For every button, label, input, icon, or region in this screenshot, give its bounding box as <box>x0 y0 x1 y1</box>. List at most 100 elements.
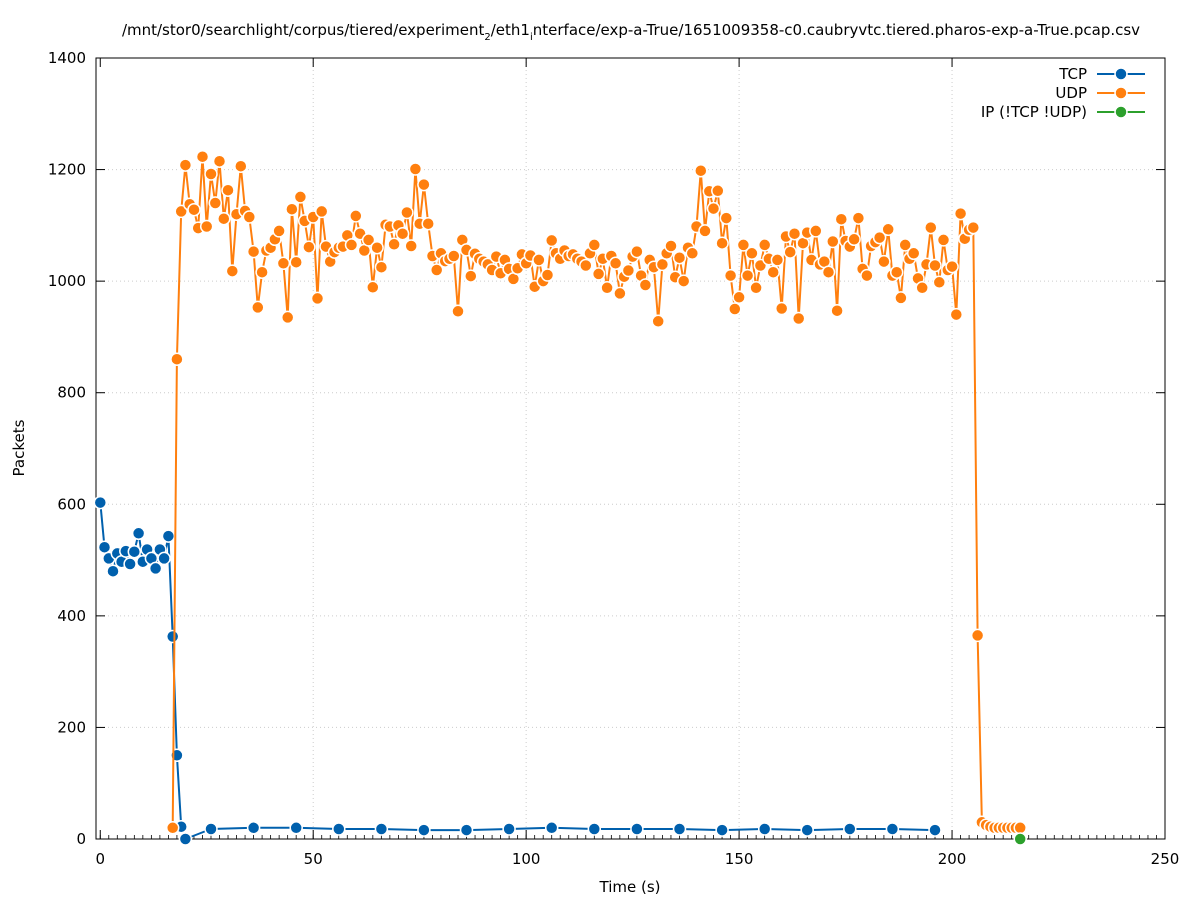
data-point <box>400 205 414 220</box>
data-point <box>204 822 218 836</box>
series-1 <box>165 149 1027 835</box>
data-point <box>349 209 363 223</box>
data-point <box>225 264 240 278</box>
data-point <box>289 255 303 269</box>
data-point <box>165 821 180 835</box>
data-point <box>715 236 729 250</box>
data-point <box>745 246 759 261</box>
y-tick-label: 1000 <box>48 272 86 290</box>
data-point <box>97 540 112 554</box>
data-point <box>544 233 559 248</box>
data-point <box>255 265 269 279</box>
data-point <box>630 244 644 259</box>
data-point <box>783 245 797 259</box>
data-point <box>221 183 235 197</box>
data-point <box>579 258 593 273</box>
data-point <box>208 196 223 210</box>
x-tick-label: 50 <box>304 850 323 868</box>
y-tick-label: 1400 <box>48 49 86 67</box>
series-2 <box>1013 832 1027 846</box>
data-point <box>732 290 746 305</box>
data-point <box>860 268 874 283</box>
data-point <box>421 216 435 231</box>
data-point <box>898 238 912 252</box>
data-point <box>621 263 636 278</box>
data-point <box>408 162 423 176</box>
data-point <box>749 281 763 295</box>
data-point <box>93 495 108 510</box>
data-point <box>928 258 942 273</box>
data-point <box>242 210 257 224</box>
data-point <box>174 204 188 219</box>
series-layer <box>93 149 1027 846</box>
axis-ticks: 0 200 400 600 800 1000 1200 1400 0 50 100 150 200 250 <box>48 49 1180 868</box>
data-point <box>706 201 721 216</box>
data-point <box>740 268 755 283</box>
data-point <box>809 224 823 238</box>
data-point <box>774 301 789 316</box>
data-point <box>787 226 802 241</box>
data-point <box>757 822 772 836</box>
data-point <box>344 238 359 252</box>
data-point <box>906 246 921 261</box>
data-point <box>293 190 308 204</box>
data-point <box>246 244 261 259</box>
data-point <box>685 246 700 261</box>
data-point <box>928 823 942 837</box>
y-tick-label: 600 <box>57 495 86 513</box>
data-point <box>302 240 316 254</box>
data-point <box>272 224 286 238</box>
data-point <box>234 159 248 173</box>
x-tick-label: 250 <box>1151 850 1180 868</box>
data-point <box>676 274 691 288</box>
data-point <box>655 257 670 272</box>
data-point <box>672 822 687 836</box>
series-line <box>99 502 936 840</box>
data-point <box>187 202 201 217</box>
data-point <box>451 304 465 319</box>
data-point <box>459 823 474 837</box>
data-point <box>1013 832 1027 846</box>
data-point <box>889 265 904 279</box>
data-point <box>591 267 606 281</box>
data-point <box>204 167 218 181</box>
data-point <box>826 234 840 249</box>
data-point <box>694 163 708 178</box>
data-point <box>370 240 384 255</box>
data-point <box>672 250 687 265</box>
data-point <box>157 551 171 566</box>
data-point <box>936 233 951 247</box>
data-point <box>417 177 431 192</box>
data-point <box>280 310 295 325</box>
legend-marker <box>1114 86 1128 100</box>
data-point <box>502 822 516 836</box>
x-tick-label: 0 <box>95 850 105 868</box>
data-point <box>711 184 725 198</box>
data-point <box>851 211 866 225</box>
data-point <box>361 233 376 247</box>
data-point <box>212 154 227 168</box>
data-point <box>638 278 653 292</box>
data-point <box>332 822 346 836</box>
data-point <box>932 275 947 290</box>
data-point <box>881 222 895 237</box>
data-point <box>719 211 734 225</box>
y-tick-label: 200 <box>57 718 86 736</box>
data-point <box>770 253 785 267</box>
data-point <box>178 158 193 172</box>
data-point <box>587 238 602 252</box>
title-part-c: nterface/exp-a-True/1651009358-c0.caubry… <box>533 21 1140 39</box>
data-point <box>276 256 291 271</box>
y-tick-label: 800 <box>57 384 86 402</box>
data-point <box>170 352 184 366</box>
legend-label: IP (!TCP !UDP) <box>981 103 1087 121</box>
data-point <box>285 202 299 216</box>
data-point <box>766 265 780 279</box>
data-point <box>374 822 389 836</box>
legend-marker <box>1114 67 1128 81</box>
data-point <box>715 823 729 837</box>
grid <box>96 58 1165 839</box>
series-0 <box>93 495 942 846</box>
data-point <box>847 232 861 247</box>
y-tick-label: 1200 <box>48 161 86 179</box>
